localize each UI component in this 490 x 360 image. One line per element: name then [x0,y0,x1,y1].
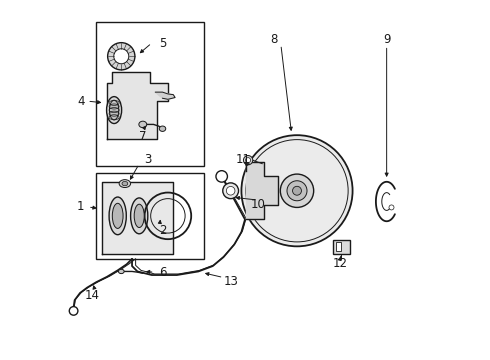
Circle shape [293,186,301,195]
Ellipse shape [107,96,122,123]
Polygon shape [107,72,168,139]
Ellipse shape [119,180,131,188]
Text: 4: 4 [77,95,84,108]
Ellipse shape [109,197,126,235]
Circle shape [108,42,135,70]
Circle shape [389,205,394,210]
Circle shape [226,186,235,195]
Text: 6: 6 [159,266,166,279]
Text: 9: 9 [383,33,391,46]
Circle shape [216,171,227,182]
Ellipse shape [139,121,147,128]
Polygon shape [246,162,277,220]
Bar [333,240,350,253]
Ellipse shape [134,204,144,228]
Bar [96,173,204,259]
Bar [336,242,342,251]
Ellipse shape [119,269,124,274]
Polygon shape [155,92,175,99]
Text: 10: 10 [250,198,266,211]
Circle shape [280,174,314,207]
Polygon shape [101,182,173,253]
Ellipse shape [122,181,128,186]
Circle shape [244,156,253,165]
Text: 3: 3 [145,153,152,166]
Text: 1: 1 [77,201,84,213]
Circle shape [114,49,129,64]
Circle shape [69,307,78,315]
Circle shape [287,181,307,201]
Text: 11: 11 [236,153,251,166]
Ellipse shape [159,126,166,131]
Text: 8: 8 [270,33,277,46]
Ellipse shape [131,198,148,234]
Text: 12: 12 [333,257,347,270]
Bar [96,22,204,166]
Ellipse shape [112,203,123,228]
Text: 5: 5 [159,36,166,50]
Circle shape [242,135,353,246]
Text: 14: 14 [85,289,100,302]
Text: 7: 7 [139,130,147,143]
Text: 2: 2 [159,224,166,238]
Ellipse shape [109,100,119,120]
Circle shape [223,183,239,199]
Text: 13: 13 [224,275,239,288]
Circle shape [245,158,250,163]
